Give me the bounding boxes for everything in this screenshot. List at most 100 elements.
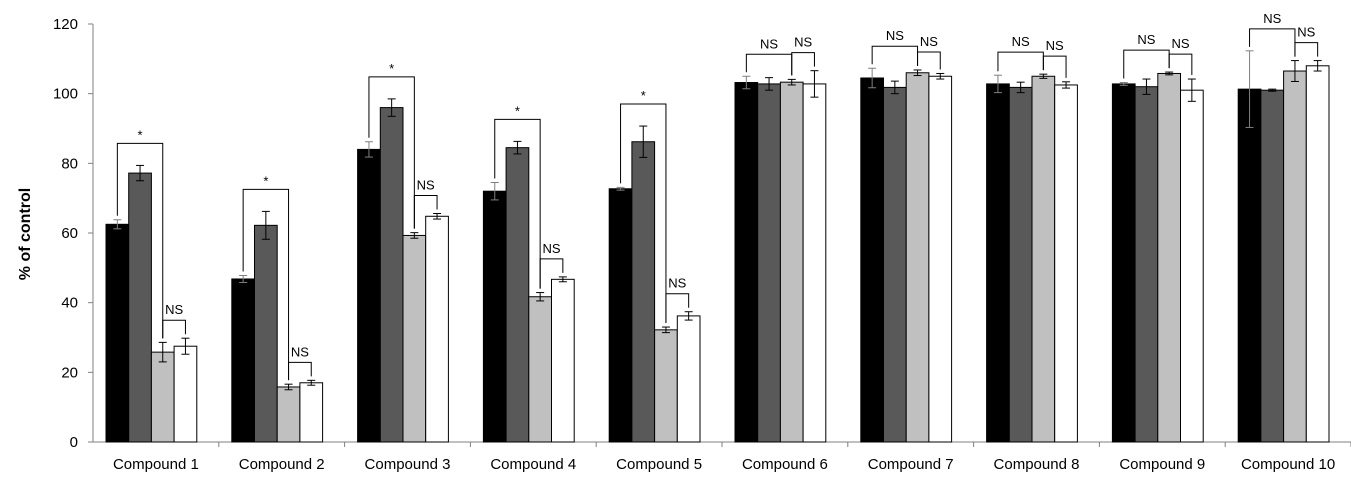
significance-bracket: [162, 319, 186, 339]
significance-bracket: [368, 76, 415, 229]
bar: [1283, 70, 1307, 443]
significance-bracket: [871, 45, 919, 66]
bar: [1134, 86, 1159, 443]
significance-label: NS: [668, 276, 686, 291]
bar: [551, 278, 575, 443]
bar: [1260, 89, 1285, 443]
y-tick-label: 120: [53, 16, 78, 33]
bar: [128, 172, 152, 443]
y-tick-label: 0: [70, 434, 78, 451]
significance-label: *: [515, 103, 520, 118]
significance-bracket: [116, 142, 164, 339]
significance-bracket: [1294, 42, 1319, 57]
significance-label: NS: [920, 34, 938, 49]
significance-label: NS: [417, 177, 435, 192]
significance-bracket: [665, 293, 690, 324]
y-tick-label: 100: [53, 86, 78, 103]
bar: [883, 86, 907, 443]
significance-label: NS: [760, 36, 778, 51]
significance-bracket: [620, 103, 667, 324]
bar: [608, 188, 633, 443]
significance-label: *: [263, 173, 268, 188]
bar: [802, 83, 827, 443]
bar: [105, 223, 130, 443]
bar: [928, 75, 953, 443]
bar: [1008, 86, 1033, 443]
bar: [357, 148, 381, 443]
bar: [757, 83, 781, 443]
significance-bracket: [745, 53, 793, 76]
bar: [505, 147, 530, 443]
x-category-label: Compound 9: [1119, 456, 1205, 473]
bar: [1111, 83, 1136, 443]
category-labels-layer: Compound 1 Compound 2 Compound 3 Compound 4…: [113, 456, 1335, 473]
significance-label: NS: [542, 241, 560, 256]
bar: [1305, 65, 1330, 443]
bar: [860, 77, 884, 443]
significance-bracket: [494, 118, 541, 289]
y-tick-label: 80: [61, 155, 78, 172]
bar: [779, 81, 804, 443]
x-category-label: Compound 1: [113, 456, 199, 473]
significance-label: NS: [1012, 34, 1030, 49]
bar: [1157, 72, 1182, 443]
bar: [986, 83, 1010, 443]
bar: [482, 190, 507, 443]
x-category-label: Compound 3: [365, 456, 451, 473]
bar: [173, 345, 198, 443]
bar: [676, 315, 701, 443]
significance-bracket: [242, 188, 290, 381]
bar: [1180, 89, 1204, 443]
bar: [1237, 88, 1262, 443]
bar: [905, 72, 930, 443]
significance-label: *: [389, 61, 394, 76]
bar: [299, 382, 324, 443]
bar: [150, 351, 175, 443]
significance-bracket: [539, 258, 564, 289]
significance-bracket: [791, 52, 815, 76]
significance-label: NS: [1297, 25, 1315, 40]
bar: [402, 234, 427, 443]
significance-label: *: [138, 127, 143, 142]
bar: [734, 82, 759, 443]
significance-bracket: [1168, 53, 1193, 76]
error-bars-layer: [113, 50, 1322, 391]
significance-label: NS: [886, 28, 904, 43]
significance-bracket: [413, 194, 438, 229]
significance-bracket: [1249, 28, 1296, 57]
y-tick-label: 40: [61, 295, 78, 312]
bar: [231, 278, 256, 443]
y-axis-title: % of control: [17, 188, 34, 280]
significance-label: NS: [291, 344, 309, 359]
bar: [1054, 84, 1078, 443]
bar: [254, 224, 278, 443]
significance-bracket: [1042, 55, 1067, 78]
bar: [425, 215, 449, 443]
significance-bracket: [288, 361, 312, 381]
x-category-label: Compound 2: [239, 456, 325, 473]
significance-annotations-layer: * NS * NS * NS * NS * NS NS NS NS NS NS NS NS NS NS NS: [116, 11, 1319, 381]
significance-label: NS: [794, 35, 812, 50]
significance-label: NS: [1263, 11, 1281, 26]
x-category-label: Compound 8: [994, 456, 1080, 473]
significance-label: NS: [1171, 36, 1189, 51]
x-category-label: Compound 5: [616, 456, 702, 473]
significance-bracket: [997, 51, 1044, 72]
y-tick-label: 60: [61, 225, 78, 242]
bar: [379, 107, 404, 443]
x-category-label: Compound 6: [742, 456, 828, 473]
bar: [276, 386, 301, 443]
significance-label: NS: [165, 302, 183, 317]
significance-label: NS: [1137, 32, 1155, 47]
x-category-label: Compound 7: [868, 456, 954, 473]
bar: [654, 329, 678, 443]
bar: [631, 141, 656, 443]
x-category-label: Compound 4: [490, 456, 576, 473]
significance-label: *: [641, 88, 646, 103]
significance-label: NS: [1046, 38, 1064, 53]
y-tick-label: 20: [61, 364, 78, 381]
x-category-label: Compound 10: [1241, 456, 1335, 473]
bar: [528, 296, 552, 443]
